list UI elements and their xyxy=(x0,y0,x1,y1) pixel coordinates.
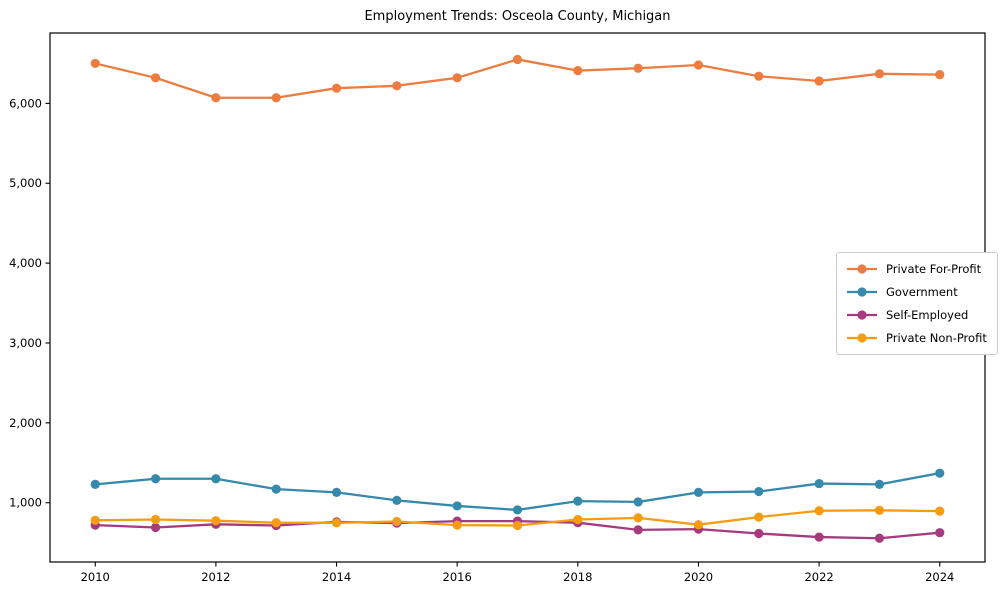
y-tick-label: 1,000 xyxy=(9,496,42,510)
series-marker-private-for-profit xyxy=(452,73,462,83)
series-marker-private-non-profit xyxy=(814,506,824,516)
series-marker-government xyxy=(392,495,402,505)
x-tick-label: 2022 xyxy=(804,570,833,584)
chart-title: Employment Trends: Osceola County, Michi… xyxy=(364,9,671,24)
series-marker-private-non-profit xyxy=(271,518,281,528)
series-marker-government xyxy=(271,484,281,494)
legend: Private For-Profit Government Self-Employe… xyxy=(836,252,998,355)
y-tick-label: 2,000 xyxy=(9,416,42,430)
series-marker-self-employed xyxy=(935,528,945,538)
series-marker-private-for-profit xyxy=(271,93,281,103)
series-marker-private-non-profit xyxy=(392,516,402,527)
series-marker-government xyxy=(452,501,462,511)
series-marker-private-for-profit xyxy=(693,60,704,70)
series-marker-government xyxy=(633,497,643,507)
x-tick-label: 2016 xyxy=(443,570,472,584)
series-marker-private-for-profit xyxy=(512,54,523,65)
x-tick-label: 2012 xyxy=(201,570,230,584)
y-tick-label: 4,000 xyxy=(9,256,42,270)
series-marker-private-non-profit xyxy=(452,520,462,530)
series-marker-government xyxy=(150,474,161,484)
series-marker-private-non-profit xyxy=(693,520,704,530)
series-marker-private-for-profit xyxy=(211,93,221,103)
x-tick-label: 2010 xyxy=(81,570,110,584)
series-marker-private-for-profit xyxy=(573,66,583,76)
legend-label: Private For-Profit xyxy=(886,262,982,276)
series-marker-government xyxy=(331,487,342,497)
series-marker-government xyxy=(754,486,764,497)
series-marker-private-for-profit xyxy=(331,83,342,93)
series-marker-self-employed xyxy=(874,533,885,543)
legend-marker-self-employed xyxy=(847,310,877,320)
series-marker-private-non-profit xyxy=(573,514,583,525)
series-marker-government xyxy=(874,479,885,489)
y-tick-label: 5,000 xyxy=(9,176,42,190)
series-marker-government xyxy=(211,474,221,484)
series-marker-private-non-profit xyxy=(754,512,764,522)
series-marker-private-non-profit xyxy=(935,506,945,516)
series-marker-self-employed xyxy=(814,532,824,542)
series-marker-government xyxy=(814,478,824,489)
series-marker-government xyxy=(512,505,523,515)
y-tick-label: 6,000 xyxy=(9,96,42,110)
series-marker-government xyxy=(693,487,704,497)
series-marker-private-for-profit xyxy=(392,81,402,91)
legend-label: Self-Employed xyxy=(886,308,969,322)
x-tick-label: 2024 xyxy=(925,570,954,584)
series-marker-private-for-profit xyxy=(935,70,945,80)
series-marker-private-for-profit xyxy=(814,76,824,86)
series-marker-self-employed xyxy=(754,528,764,539)
legend-label: Government xyxy=(886,285,958,299)
legend-item-self-employed: Self-Employed xyxy=(846,306,987,324)
series-marker-private-non-profit xyxy=(90,515,100,525)
x-tick-label: 2018 xyxy=(563,570,592,584)
series-marker-private-non-profit xyxy=(150,514,161,525)
legend-label: Private Non-Profit xyxy=(886,331,987,345)
legend-item-government: Government xyxy=(846,283,987,301)
series-marker-private-for-profit xyxy=(754,71,764,81)
series-line-government xyxy=(95,472,940,512)
series-marker-private-for-profit xyxy=(150,73,161,83)
series-marker-private-non-profit xyxy=(874,505,885,515)
series-marker-private-non-profit xyxy=(211,516,221,526)
series-marker-self-employed xyxy=(633,525,643,535)
series-marker-government xyxy=(573,496,583,506)
x-tick-label: 2020 xyxy=(684,570,713,584)
legend-item-private-non-profit: Private Non-Profit xyxy=(846,329,987,347)
series-marker-private-non-profit xyxy=(633,513,643,523)
series-marker-private-for-profit xyxy=(874,69,885,79)
legend-item-private-for-profit: Private For-Profit xyxy=(846,260,987,278)
x-tick-label: 2014 xyxy=(322,570,351,584)
series-marker-private-for-profit xyxy=(90,58,100,69)
legend-marker-private-for-profit xyxy=(847,264,877,274)
series-marker-private-non-profit xyxy=(512,520,523,531)
series-marker-government xyxy=(935,468,945,478)
legend-marker-government xyxy=(847,287,877,297)
series-marker-self-employed xyxy=(150,522,161,533)
series-marker-private-non-profit xyxy=(331,518,342,528)
y-tick-label: 3,000 xyxy=(9,336,42,350)
series-marker-government xyxy=(90,479,100,489)
series-line-private-for-profit xyxy=(94,58,940,99)
series-marker-private-for-profit xyxy=(633,63,643,73)
legend-marker-private-non-profit xyxy=(847,333,877,343)
